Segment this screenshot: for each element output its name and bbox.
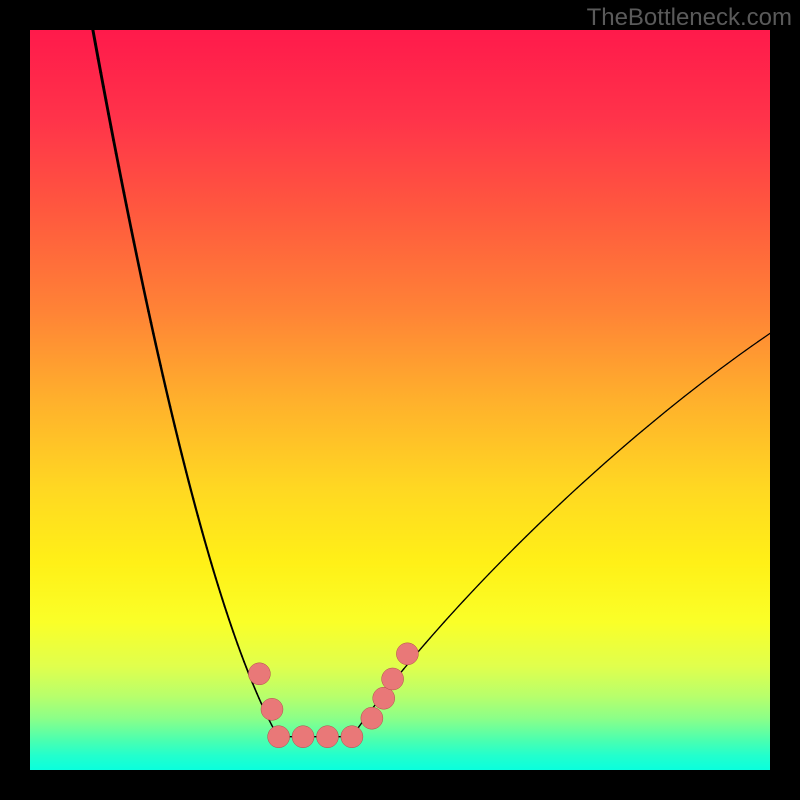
data-marker [382, 668, 404, 690]
data-marker [361, 707, 383, 729]
data-marker [373, 687, 395, 709]
data-marker [396, 643, 418, 665]
chart-svg [30, 30, 770, 770]
data-marker [268, 726, 290, 748]
data-marker [292, 726, 314, 748]
watermark-text: TheBottleneck.com [587, 4, 792, 32]
data-marker [341, 726, 363, 748]
data-marker [316, 726, 338, 748]
plot-area [30, 30, 770, 770]
data-marker [261, 698, 283, 720]
chart-frame: TheBottleneck.com [0, 0, 800, 800]
data-marker [248, 663, 270, 685]
